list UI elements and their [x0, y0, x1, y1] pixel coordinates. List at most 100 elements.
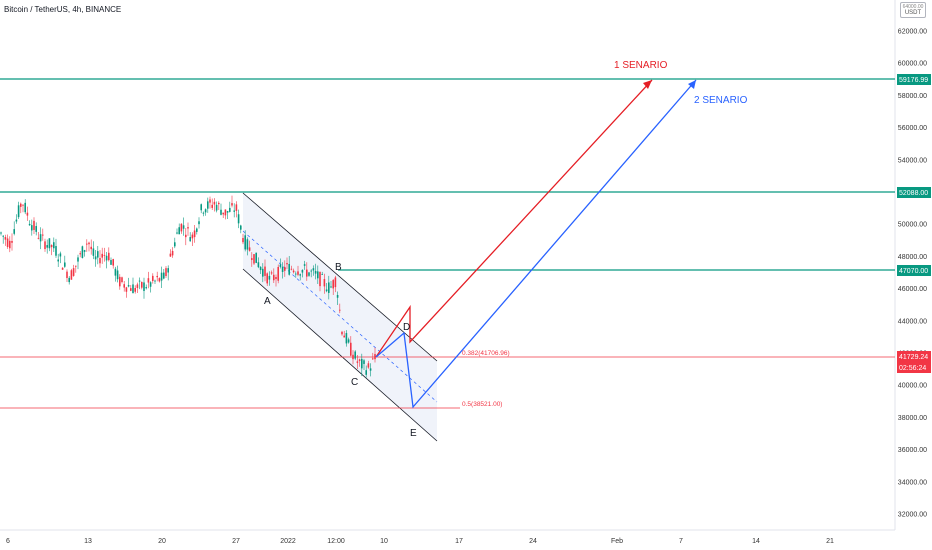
- candle-body: [277, 266, 279, 281]
- candle-body: [108, 252, 110, 261]
- candle-body: [141, 282, 143, 288]
- candle-body: [15, 219, 18, 222]
- fib-label-0382: 0.382(41706.96): [462, 350, 510, 357]
- candle-body: [88, 242, 90, 245]
- candle-body: [169, 253, 172, 257]
- candle-body: [59, 253, 62, 257]
- y-tick-label: 36000.00: [898, 447, 927, 454]
- candle-body: [328, 282, 330, 293]
- candle-body: [187, 227, 189, 229]
- candle-body: [374, 354, 376, 360]
- candle-body: [235, 204, 238, 211]
- channel-mid-line: [242, 230, 438, 403]
- candle-body: [367, 363, 370, 368]
- candle-body: [231, 203, 233, 206]
- candle-body: [218, 202, 220, 205]
- y-tick-label: 60000.00: [898, 61, 927, 68]
- price-label-52088: 52088.00: [897, 187, 931, 198]
- y-tick-label: 34000.00: [898, 479, 927, 486]
- candle-body: [70, 270, 73, 280]
- candle-body: [143, 282, 145, 292]
- scenario-1-path: [375, 79, 653, 358]
- scenario-2-path: [375, 79, 697, 409]
- candle-body: [163, 272, 165, 279]
- candle-body: [35, 226, 37, 232]
- y-tick-label: 38000.00: [898, 415, 927, 422]
- currency-top-value: 64000.00: [902, 4, 924, 10]
- y-tick-label: 44000.00: [898, 318, 927, 325]
- candle-body: [68, 277, 70, 283]
- candle-body: [92, 248, 95, 256]
- candle-body: [77, 257, 79, 262]
- candle-body: [264, 266, 266, 276]
- candle-body: [130, 288, 132, 291]
- channel-lower-line: [242, 268, 438, 442]
- candle-body: [336, 294, 339, 298]
- candle-body: [268, 275, 271, 280]
- candle-body: [341, 331, 343, 335]
- x-tick-label: 6: [6, 538, 10, 545]
- channel-fill: [243, 193, 437, 441]
- candle-body: [154, 280, 156, 282]
- currency-badge[interactable]: 64000.00 USDT: [900, 2, 926, 18]
- scenario-1-arrowhead: [643, 80, 652, 89]
- candle-body: [53, 242, 55, 249]
- fib-label-05: 0.5(38521.00): [462, 401, 502, 408]
- y-tick-label: 32000.00: [898, 512, 927, 519]
- candle-body: [251, 258, 253, 260]
- svg-text:47070.00: 47070.00: [899, 268, 928, 275]
- horizontal-levels: [0, 78, 895, 409]
- candle-body: [119, 276, 121, 287]
- candle-body: [233, 210, 235, 212]
- price-label-current: 41729.24 02:56:24: [897, 351, 931, 373]
- candle-body: [334, 277, 337, 288]
- candle-body: [365, 370, 367, 375]
- candle-body: [209, 199, 211, 203]
- candle-body: [86, 243, 88, 245]
- candle-body: [220, 209, 222, 215]
- y-tick-label: 50000.00: [898, 222, 927, 229]
- time-axis-ticks: 6 13 20 27 2022 12:00 10 17 24 Feb 7 14 21: [6, 538, 834, 545]
- candle-body: [149, 282, 152, 287]
- candle-body: [134, 288, 136, 292]
- candle-body: [37, 237, 40, 239]
- candles: [0, 195, 376, 378]
- candle-body: [176, 232, 178, 234]
- x-tick-label: Feb: [611, 538, 623, 545]
- candle-body: [33, 220, 35, 230]
- wave-label-c: C: [351, 377, 358, 388]
- candle-body: [123, 284, 125, 288]
- candle-body: [339, 309, 341, 311]
- candle-body: [343, 335, 345, 338]
- x-tick-label: 13: [84, 538, 92, 545]
- candle-body: [215, 204, 218, 211]
- candle-body: [222, 212, 224, 215]
- currency-label: USDT: [904, 10, 922, 16]
- candle-body: [325, 289, 328, 292]
- candle-body: [204, 209, 207, 213]
- candle-body: [99, 258, 101, 264]
- x-tick-label: 7: [679, 538, 683, 545]
- candle-body: [301, 269, 304, 273]
- candle-body: [22, 204, 24, 206]
- candle-body: [136, 284, 139, 288]
- candle-body: [240, 225, 242, 230]
- candle-body: [323, 279, 326, 287]
- candle-body: [257, 262, 260, 268]
- candle-body: [138, 280, 141, 282]
- scenario-1-label: 1 SENARIO: [614, 60, 668, 71]
- candle-body: [9, 240, 11, 249]
- candle-body: [75, 265, 77, 267]
- candle-body: [61, 267, 64, 270]
- svg-text:52088.00: 52088.00: [899, 190, 928, 197]
- candle-body: [81, 246, 84, 258]
- channel-upper-line: [242, 192, 438, 362]
- candle-body: [356, 361, 359, 363]
- candle-body: [266, 273, 268, 284]
- candle-body: [0, 232, 2, 234]
- candle-body: [332, 280, 334, 289]
- candle-body: [253, 254, 255, 264]
- candle-body: [273, 274, 275, 281]
- candle-body: [297, 271, 299, 275]
